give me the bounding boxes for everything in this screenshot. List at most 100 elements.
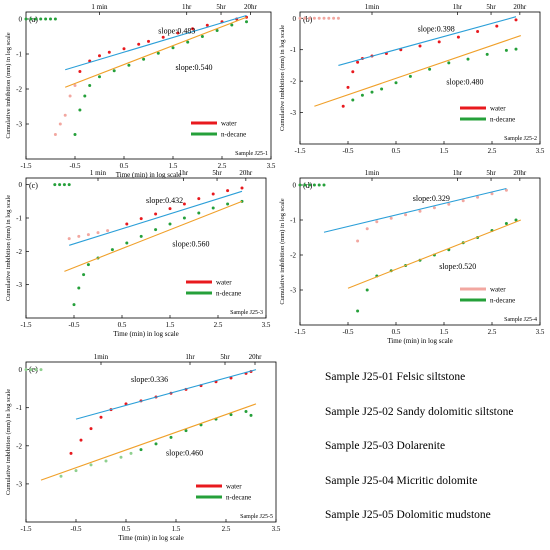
data-point (200, 35, 204, 38)
series-water-early (67, 229, 110, 241)
panel-b: -1.5 -0.5 0.5 1.5 2.5 3.5 0 -1 -2 -3 1min 1hr 5hr 20h… (279, 3, 545, 155)
top-tick-label: 1min (365, 169, 380, 177)
x-axis-label: Time (min) in log scale (113, 330, 178, 338)
top-tick-label: 1hr (185, 353, 195, 361)
data-point (176, 31, 180, 35)
data-point (104, 459, 108, 463)
legend-label-water: water (490, 286, 506, 294)
plot-frame (25, 361, 277, 523)
plot-frame (25, 11, 272, 160)
data-point (106, 229, 110, 233)
series-water-early (53, 84, 77, 136)
data-point (186, 40, 190, 44)
fit-line (65, 14, 247, 71)
legend-label-n-decane: n-decane (216, 290, 241, 298)
data-point (89, 463, 93, 467)
data-point (125, 241, 129, 245)
top-tick-label: 1hr (182, 3, 192, 11)
data-point (356, 309, 360, 313)
data-point (197, 211, 201, 215)
legend-label-n-decane: n-decane (490, 297, 515, 305)
panel-label: (e) (29, 365, 38, 374)
x-tick-label: -0.5 (70, 525, 82, 533)
slope-annotation: slope:0.432 (146, 196, 183, 205)
top-tick-label: 20hr (244, 3, 258, 11)
top-tick-label: 5hr (486, 3, 496, 11)
panel-label: (a) (29, 15, 38, 24)
legend-label-n-decane: n-decane (226, 494, 251, 502)
data-point (322, 16, 326, 20)
data-point (317, 183, 321, 187)
top-tick-label: 5hr (216, 3, 226, 11)
data-point (182, 202, 186, 206)
x-tick-label: 1.5 (440, 328, 449, 336)
data-point (67, 237, 71, 241)
data-point (351, 98, 355, 102)
data-point (125, 222, 129, 226)
series-water (125, 186, 244, 226)
x-tick-label: -0.5 (68, 321, 80, 329)
data-point (229, 413, 233, 417)
slope-annotation: slope:0.560 (172, 239, 209, 248)
x-tick-label: 1.5 (440, 147, 449, 155)
fit-line (347, 219, 522, 289)
data-point (74, 469, 78, 473)
slope-annotation: slope:0.336 (131, 375, 168, 384)
x-tick-label: 1.5 (172, 525, 181, 533)
data-point (77, 286, 81, 290)
data-point (154, 228, 158, 232)
data-point (122, 47, 126, 51)
data-point (327, 16, 331, 20)
data-point (171, 46, 175, 50)
data-point (370, 90, 374, 94)
data-point (82, 273, 86, 277)
data-point (39, 368, 43, 372)
data-point (99, 415, 103, 419)
data-point (29, 368, 33, 372)
x-tick-label: -0.5 (69, 162, 81, 170)
y-tick-label: -2 (16, 86, 22, 94)
x-axis-label: Time (min) in log scale (118, 534, 183, 542)
data-point (154, 442, 158, 446)
data-point (230, 23, 234, 27)
sample-label: Sample J25-5 (240, 514, 273, 520)
y-tick-label: -2 (290, 252, 296, 260)
data-point (68, 94, 72, 98)
x-tick-label: 0.5 (122, 525, 131, 533)
y-tick-label: -3 (16, 281, 22, 289)
y-tick-label: 0 (293, 182, 297, 190)
data-point (205, 23, 209, 27)
x-tick-label: 1.5 (166, 321, 175, 329)
data-point (226, 189, 230, 193)
legend-label-water: water (226, 483, 242, 491)
x-tick-label: -1.5 (20, 162, 32, 170)
x-tick-label: 1.5 (169, 162, 178, 170)
data-point (317, 16, 321, 20)
sample-description-1: Sample J25-01 Felsic siltstone (325, 371, 466, 383)
y-axis-label: Cumulative imbibition (mm) in log scale (5, 32, 12, 138)
data-point (245, 20, 248, 24)
data-point (168, 207, 172, 211)
top-tick-label: 1hr (179, 169, 189, 177)
data-point (211, 206, 215, 210)
top-tick-label: 5hr (486, 169, 496, 177)
data-point (184, 429, 188, 433)
x-tick-label: 3.5 (272, 525, 281, 533)
y-tick-label: -1 (16, 51, 22, 59)
panel-c: -1.5 -0.5 0.5 1.5 2.5 3.5 0 -1 -2 -3 1 min 1hr 5hr 20… (5, 169, 271, 338)
series-n-decane (139, 410, 253, 452)
x-tick-label: 2.5 (222, 525, 231, 533)
fit-line (323, 187, 507, 233)
y-tick-label: -1 (16, 215, 22, 223)
data-point (137, 42, 141, 46)
x-tick-label: 0.5 (392, 147, 401, 155)
data-point (69, 451, 73, 455)
fit-line (75, 369, 257, 420)
data-point (418, 209, 422, 213)
plot-frame (25, 177, 267, 319)
slope-annotation: slope:0.398 (418, 24, 455, 33)
data-point (107, 50, 111, 54)
top-tick-label: 20hr (249, 353, 263, 361)
sample-description-list: Sample J25-01 Felsic siltstone Sample J2… (325, 370, 550, 543)
